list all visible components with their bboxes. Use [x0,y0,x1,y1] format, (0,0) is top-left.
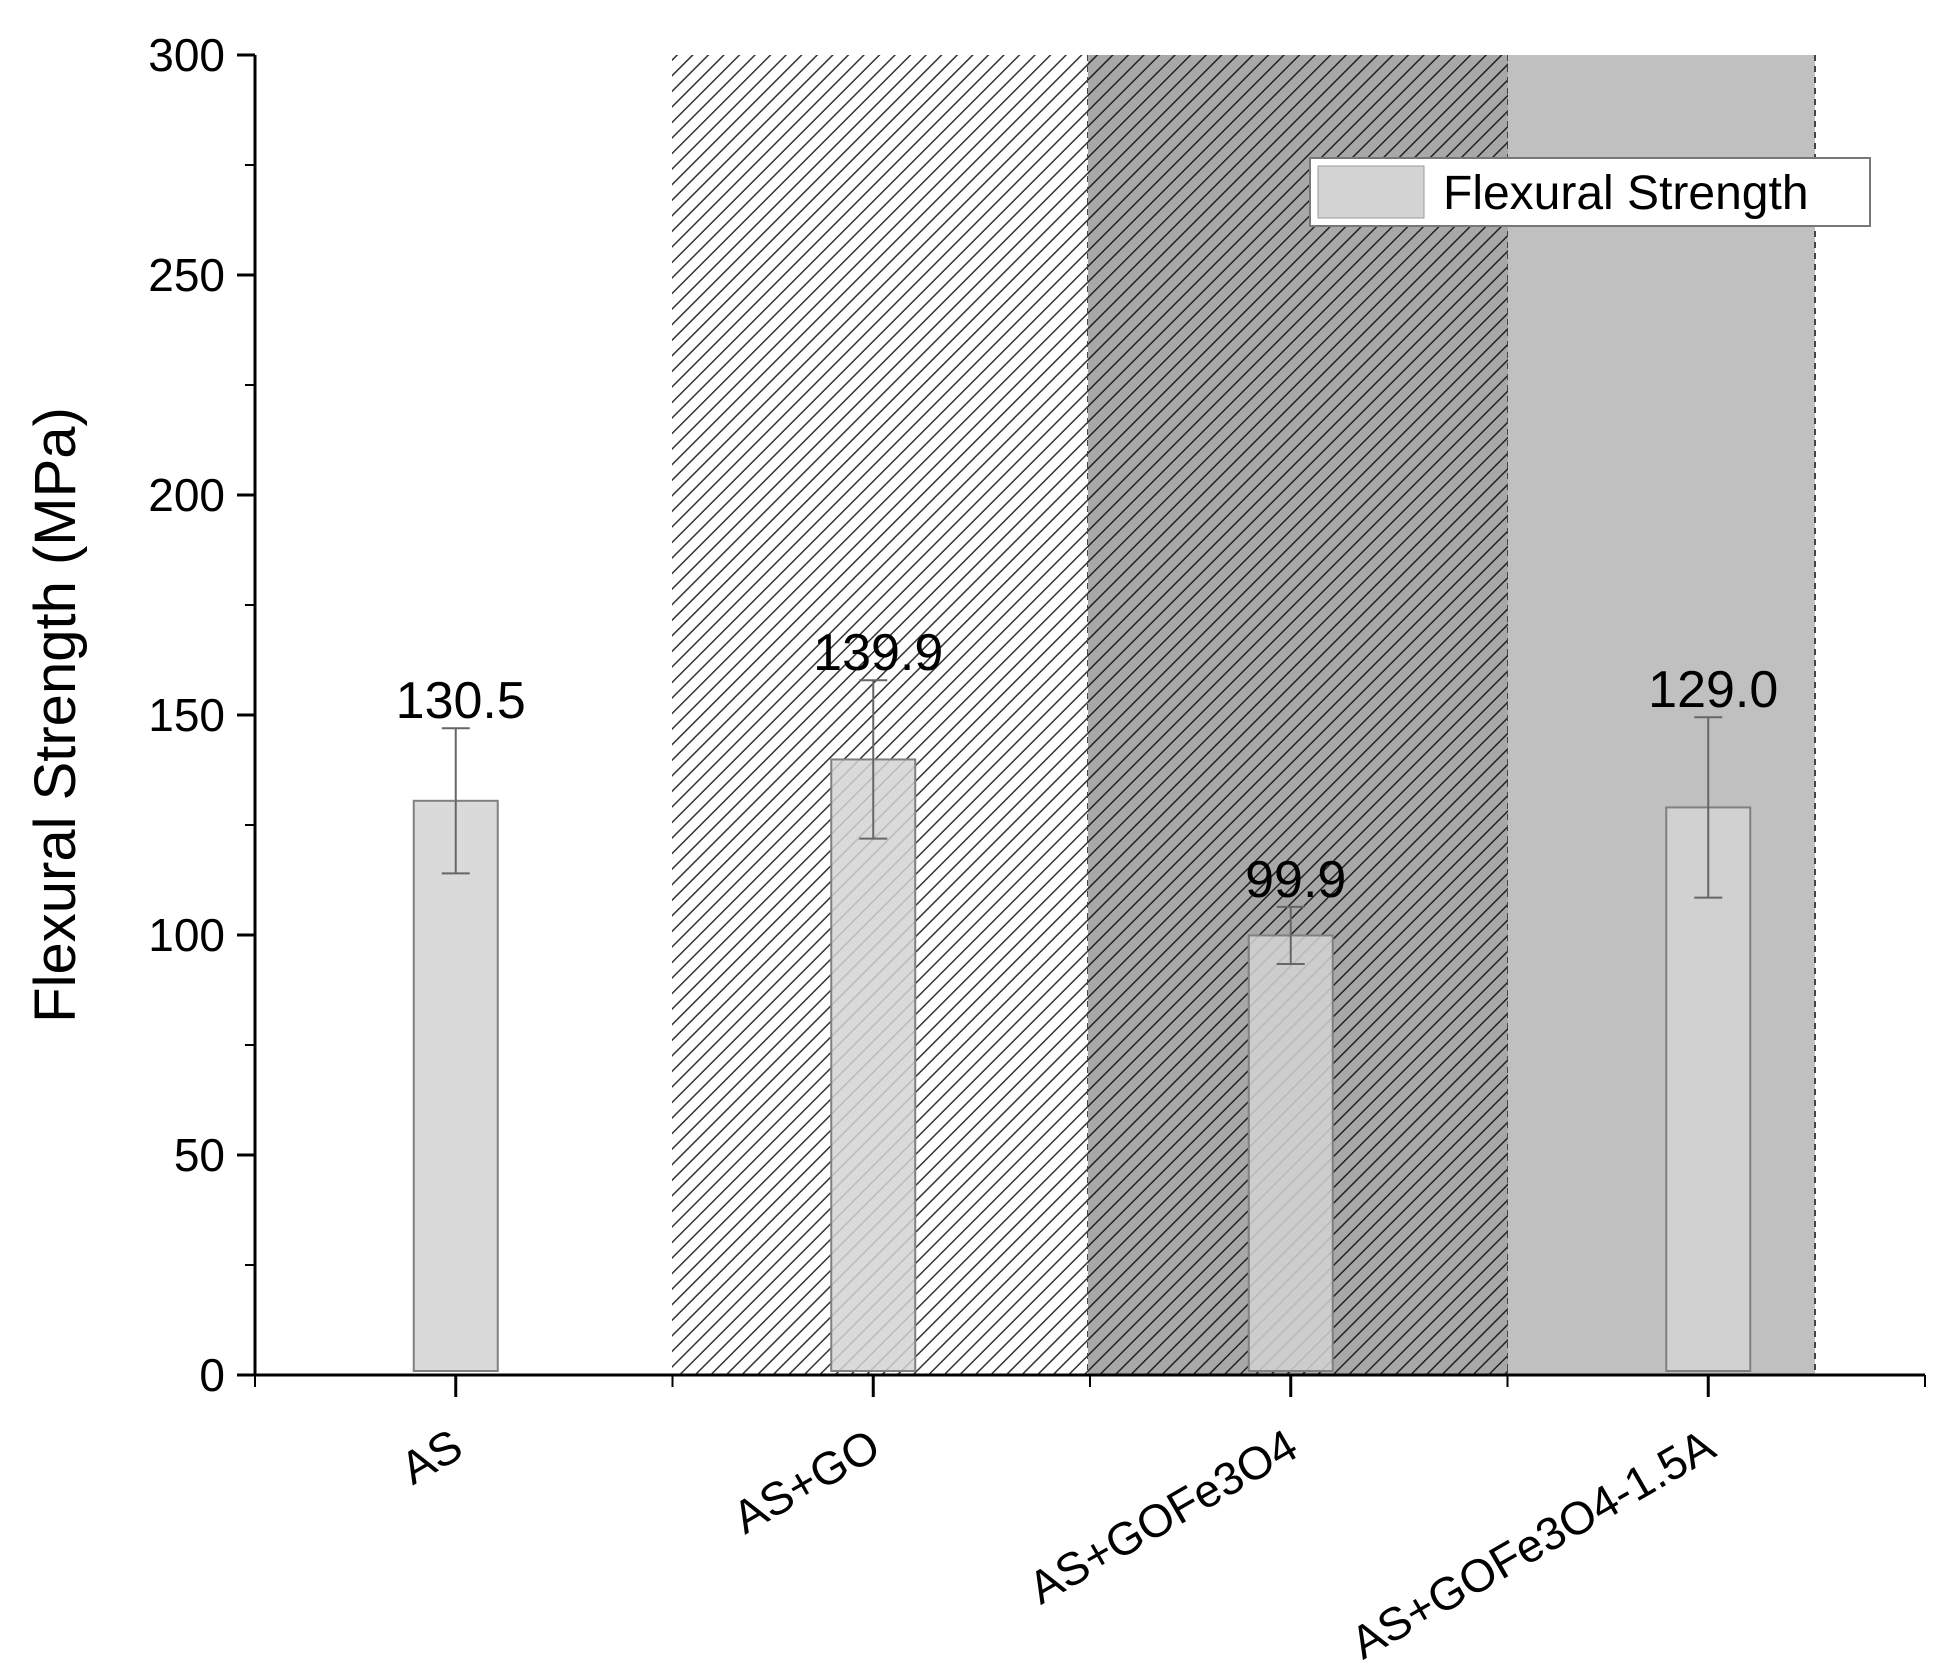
data-label: 139.9 [813,624,943,682]
bar-as-go [830,758,917,1372]
data-labels: 130.5 139.9 99.9 129.0 [396,624,1779,909]
x-tick-label: AS+GO [724,1419,888,1544]
bars [412,679,1752,1372]
x-tick-label: AS+GOFe3O4 [1020,1419,1306,1614]
bar-as [412,799,499,1372]
legend-swatch [1317,165,1425,219]
y-tick-label: 50 [174,1129,225,1181]
x-tick-label: AS [392,1419,471,1495]
y-tick-label: 150 [148,689,225,741]
y-tick-label: 250 [148,249,225,301]
y-tick-label: 0 [199,1349,225,1401]
legend-label: Flexural Strength [1443,167,1809,220]
data-label: 99.9 [1245,851,1346,909]
y-tick-label: 300 [148,29,225,81]
background-bands [672,55,1816,1375]
band-as-gofe3o4-1-5a [1508,55,1815,1375]
y-tick-label: 200 [148,469,225,521]
data-label: 129.0 [1648,661,1778,719]
y-axis-title: Flexural Strength (MPa) [23,407,88,1023]
y-tick-label: 100 [148,909,225,961]
x-tick-label: AS+GOFe3O4-1.5A [1342,1418,1724,1668]
data-label: 130.5 [396,672,526,730]
legend: Flexural Strength [1309,157,1871,227]
bar-as-gofe3o4 [1247,934,1334,1372]
